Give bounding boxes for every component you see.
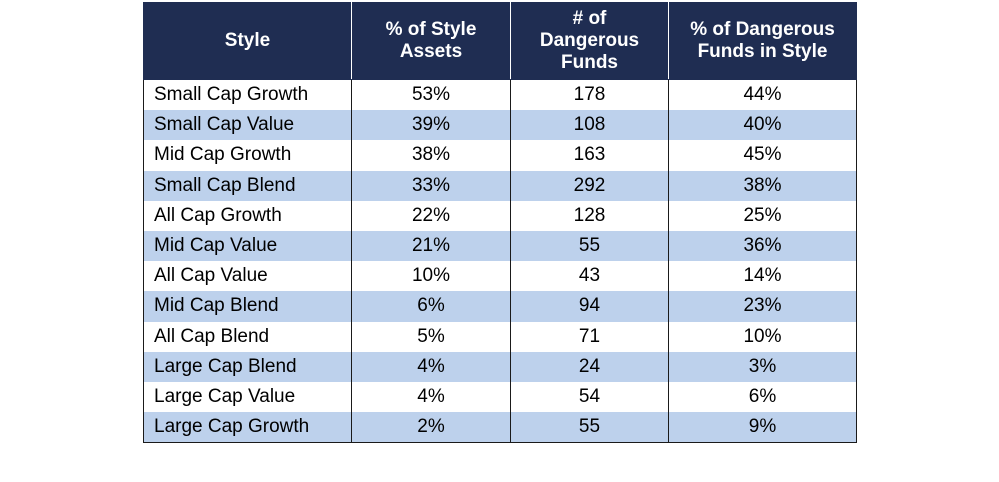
table-row: Small Cap Growth 53% 178 44% <box>143 79 857 111</box>
style-cell: Small Cap Growth <box>143 79 352 111</box>
header-pct-style-assets: % of Style Assets <box>351 2 511 80</box>
pct-style-assets-cell: 53% <box>351 79 511 111</box>
pct-dangerous-in-style-cell: 3% <box>668 351 857 382</box>
dangerous-funds-cell: 55 <box>510 412 669 444</box>
header-line: # of <box>572 8 607 29</box>
pct-style-assets-cell: 2% <box>351 412 511 444</box>
header-line: Assets <box>399 41 463 62</box>
header-pct-dangerous-in-style: % of Dangerous Funds in Style <box>668 2 857 80</box>
pct-style-assets-cell: 22% <box>351 200 511 231</box>
pct-style-assets-cell: 4% <box>351 351 511 382</box>
pct-style-assets-cell: 38% <box>351 140 511 171</box>
dangerous-funds-cell: 94 <box>510 291 669 322</box>
header-line: Dangerous <box>539 30 640 51</box>
table-header: Style% of Style Assets # of Dangerous Funds%… <box>143 2 857 80</box>
pct-style-assets-cell: 39% <box>351 110 511 141</box>
header-row: Style% of Style Assets # of Dangerous Funds%… <box>143 2 857 80</box>
pct-dangerous-in-style-cell: 10% <box>668 321 857 352</box>
dangerous-funds-cell: 163 <box>510 140 669 171</box>
pct-dangerous-in-style-cell: 25% <box>668 200 857 231</box>
header-line: Funds <box>561 52 618 73</box>
pct-dangerous-in-style-cell: 44% <box>668 79 857 111</box>
dangerous-funds-cell: 128 <box>510 200 669 231</box>
dangerous-funds-cell: 178 <box>510 79 669 111</box>
pct-style-assets-cell: 21% <box>351 230 511 262</box>
style-cell: Small Cap Blend <box>143 170 352 201</box>
style-cell: Large Cap Blend <box>143 351 352 382</box>
table-row: All Cap Value 10% 43 14% <box>143 261 857 292</box>
header-style: Style <box>143 2 352 80</box>
header-line: % of Style <box>385 19 477 40</box>
pct-dangerous-in-style-cell: 36% <box>668 230 857 262</box>
table-row: Mid Cap Blend 6% 94 23% <box>143 291 857 322</box>
pct-style-assets-cell: 5% <box>351 321 511 352</box>
pct-dangerous-in-style-cell: 40% <box>668 110 857 141</box>
style-cell: Mid Cap Blend <box>143 291 352 322</box>
style-table: Style% of Style Assets # of Dangerous Funds%… <box>143 2 857 444</box>
style-cell: Large Cap Growth <box>143 412 352 444</box>
pct-dangerous-in-style-cell: 6% <box>668 381 857 413</box>
dangerous-funds-cell: 24 <box>510 351 669 382</box>
table-row: Mid Cap Value 21% 55 36% <box>143 230 857 262</box>
style-cell: All Cap Growth <box>143 200 352 231</box>
dangerous-funds-cell: 71 <box>510 321 669 352</box>
table-body: Small Cap Growth 53% 178 44% Small Cap Value… <box>143 79 857 444</box>
header-dangerous-funds: # of Dangerous Funds <box>510 2 669 80</box>
header-line: Style <box>224 30 271 51</box>
table-row: Small Cap Blend 33% 292 38% <box>143 170 857 201</box>
pct-style-assets-cell: 33% <box>351 170 511 201</box>
pct-dangerous-in-style-cell: 14% <box>668 261 857 292</box>
header-line: % of Dangerous <box>690 19 835 40</box>
pct-dangerous-in-style-cell: 38% <box>668 170 857 201</box>
table-row: All Cap Growth 22% 128 25% <box>143 200 857 231</box>
pct-dangerous-in-style-cell: 23% <box>668 291 857 322</box>
style-cell: Mid Cap Value <box>143 230 352 262</box>
pct-style-assets-cell: 4% <box>351 381 511 413</box>
table-row: Small Cap Value 39% 108 40% <box>143 110 857 141</box>
dangerous-funds-cell: 43 <box>510 261 669 292</box>
table-row: Large Cap Growth 2% 55 9% <box>143 412 857 444</box>
pct-dangerous-in-style-cell: 9% <box>668 412 857 444</box>
dangerous-funds-cell: 108 <box>510 110 669 141</box>
table-row: Large Cap Value 4% 54 6% <box>143 381 857 413</box>
dangerous-funds-cell: 292 <box>510 170 669 201</box>
style-cell: Mid Cap Growth <box>143 140 352 171</box>
style-cell: All Cap Blend <box>143 321 352 352</box>
pct-dangerous-in-style-cell: 45% <box>668 140 857 171</box>
dangerous-funds-cell: 55 <box>510 230 669 262</box>
style-cell: All Cap Value <box>143 261 352 292</box>
table-row: All Cap Blend 5% 71 10% <box>143 321 857 352</box>
header-line: Funds in Style <box>697 41 828 62</box>
pct-style-assets-cell: 10% <box>351 261 511 292</box>
table-row: Mid Cap Growth 38% 163 45% <box>143 140 857 171</box>
style-cell: Large Cap Value <box>143 381 352 413</box>
dangerous-funds-cell: 54 <box>510 381 669 413</box>
style-cell: Small Cap Value <box>143 110 352 141</box>
table-row: Large Cap Blend 4% 24 3% <box>143 351 857 382</box>
pct-style-assets-cell: 6% <box>351 291 511 322</box>
